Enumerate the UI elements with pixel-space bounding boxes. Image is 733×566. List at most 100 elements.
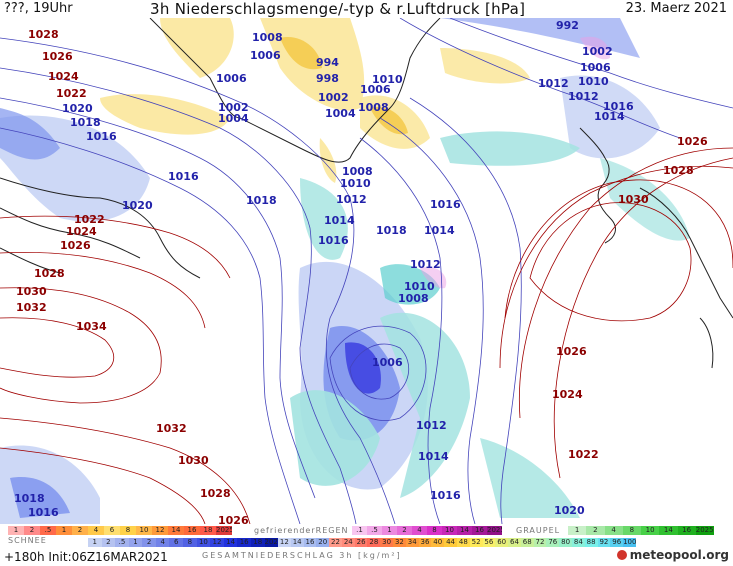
legend-swatch: 16 — [677, 526, 696, 535]
legend-swatch: .5 — [40, 526, 56, 535]
isobar-label: 1008 — [358, 101, 389, 114]
isobar-label: 1012 — [416, 419, 447, 432]
isobar-label: 1016 — [430, 198, 461, 211]
precip-graupel-areas — [420, 36, 610, 289]
isobar-label: 1022 — [568, 448, 599, 461]
isobar-label: 1014 — [324, 214, 355, 227]
isobar-label: 1014 — [418, 450, 449, 463]
isobar-label: 1016 — [86, 130, 117, 143]
legend-swatch: 36 — [418, 538, 432, 547]
isobar-label: 1014 — [594, 110, 625, 123]
legend-swatch: 64 — [508, 538, 521, 547]
legend-swatch: 96 — [610, 538, 624, 547]
map-title: 3h Niederschlagsmenge/-typ & r.Luftdruck… — [150, 0, 526, 18]
legend-swatch: 18 — [250, 538, 265, 547]
legend-swatch: 8 — [622, 526, 641, 535]
legend-swatch: 1 — [382, 526, 397, 535]
isobar-label: 1006 — [580, 61, 611, 74]
legend-swatch: 30 — [380, 538, 394, 547]
legend-swatch: 8 — [120, 526, 136, 535]
legend-swatch: 16 — [303, 538, 317, 547]
isobar-label: 1020 — [122, 199, 153, 212]
isobar-label: 1022 — [74, 213, 105, 226]
isobar-label: 994 — [316, 56, 339, 69]
isobar-label: 1002 — [582, 45, 613, 58]
isobar-label: 1020 — [554, 504, 585, 517]
legend-swatch: 2 — [24, 526, 40, 535]
isobar-lines — [0, 18, 733, 524]
isobar-label: 1016 — [28, 506, 59, 519]
isobar-label: 1024 — [552, 388, 583, 401]
isobar-label: 1014 — [424, 224, 455, 237]
legend-swatch: 68 — [520, 538, 534, 547]
isobar-label: 1032 — [16, 301, 47, 314]
isobar-label: 1028 — [28, 28, 59, 41]
legend-swatch: 2025+ — [216, 526, 232, 535]
legend-swatch: 14 — [223, 538, 238, 547]
isobar-label: 1022 — [56, 87, 87, 100]
isobar-label: 1002 — [318, 91, 349, 104]
logo-text: meteopool.org — [629, 548, 729, 562]
isobar-label: 1020 — [62, 102, 93, 115]
legend-swatch: 20 — [316, 538, 330, 547]
legend-swatch: 100 — [623, 538, 636, 547]
isobar-label: 1008 — [342, 165, 373, 178]
map-canvas: 1028 1026 1024 1022 1020 1018 1016 1008 … — [0, 18, 733, 524]
model-run-label: +180h Init:06Z16MAR2021 — [4, 550, 168, 564]
isobar-label: 1028 — [200, 487, 231, 500]
legend-swatch: .5 — [115, 538, 129, 547]
legend-swatch: 10 — [641, 526, 660, 535]
isobar-label: 1004 — [218, 112, 249, 125]
legend-swatch: 92 — [597, 538, 611, 547]
isobar-label: 1006 — [250, 49, 281, 62]
legend-swatch: 18 — [200, 526, 216, 535]
legend-swatch: 16 — [237, 538, 251, 547]
legend-swatch: 6 — [169, 538, 184, 547]
legend-swatch: .1 — [352, 526, 367, 535]
graupel-legend-label: GRAUPEL — [516, 526, 561, 535]
isobar-label: 1006 — [372, 356, 403, 369]
legend-swatch: 80 — [559, 538, 572, 547]
isobar-label: 1034 — [76, 320, 107, 333]
legend-swatch: 28 — [367, 538, 381, 547]
legend-swatch: 1 — [128, 538, 143, 547]
isobar-label: 1008 — [398, 292, 429, 305]
isobar-label: 1024 — [66, 225, 97, 238]
isobar-label: 1030 — [178, 454, 209, 467]
legend-swatch: 72 — [533, 538, 547, 547]
isobar-labels: 1028 1026 1024 1022 1020 1018 1016 1008 … — [14, 19, 708, 524]
isobar-label: 1006 — [360, 83, 391, 96]
legend-swatch: 14 — [457, 526, 472, 535]
isobar-label: 1006 — [216, 72, 247, 85]
legend-swatch: 84 — [571, 538, 585, 547]
legend-swatch: 10 — [136, 526, 152, 535]
legend-swatch: 10 — [196, 538, 211, 547]
isobar-label: 1010 — [372, 73, 403, 86]
legend-swatch: 1 — [88, 538, 102, 547]
isobar-label: 1016 — [168, 170, 199, 183]
valid-date-label: 23. Maerz 2021 — [625, 1, 727, 16]
isobar-label: 1032 — [156, 422, 187, 435]
precip-rain-areas — [290, 131, 690, 518]
legend-swatch: 4 — [155, 538, 170, 547]
legend-swatch: 32 — [393, 538, 406, 547]
legend-swatch: 14 — [290, 538, 304, 547]
snow-legend-label: SCHNEE — [8, 536, 47, 545]
pressure-precip-map: 1028 1026 1024 1022 1020 1018 1016 1008 … — [0, 18, 733, 524]
legend-swatch: 14 — [168, 526, 184, 535]
legend-swatch: 34 — [405, 538, 419, 547]
isobar-label: 1026 — [677, 135, 708, 148]
freezing-legend-label: gefrierenderREGEN — [254, 526, 349, 535]
legend-swatch: 2 — [72, 526, 88, 535]
isobar-label: 1008 — [252, 31, 283, 44]
isobar-label: 1026 — [60, 239, 91, 252]
legend-swatch: 2 — [586, 526, 605, 535]
isobar-label: 1010 — [404, 280, 435, 293]
valid-time-label: ???, 19Uhr — [4, 1, 73, 16]
isobar-label: 1018 — [14, 492, 45, 505]
isobar-label: 1024 — [48, 70, 79, 83]
legend-swatch: 2025+ — [264, 538, 279, 547]
legend-swatch: 60 — [495, 538, 509, 547]
